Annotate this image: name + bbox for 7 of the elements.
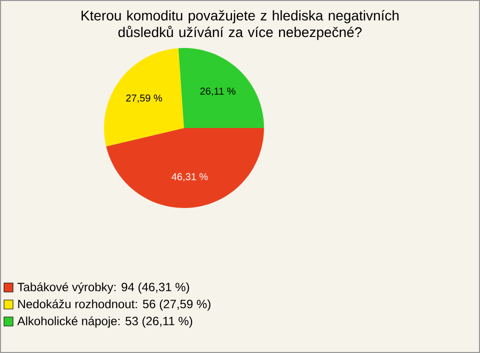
data-label: 46,31 %	[172, 173, 208, 182]
data-label: 26,11 %	[200, 88, 236, 96]
chart-title: Kterou komoditu považujete z hlediska negativních důsledků užívání za více nebezpečné?	[82, 10, 399, 40]
data-label: 27,59 %	[126, 94, 162, 103]
legend-label: Tabákové výrobky: 94 (46,31 %)	[18, 282, 190, 294]
legend-label: Alkoholické nápoje: 53 (26,11 %)	[17, 316, 192, 328]
legend-label: Nedokážu rozhodnout: 56 (27,59 %)	[18, 299, 210, 311]
